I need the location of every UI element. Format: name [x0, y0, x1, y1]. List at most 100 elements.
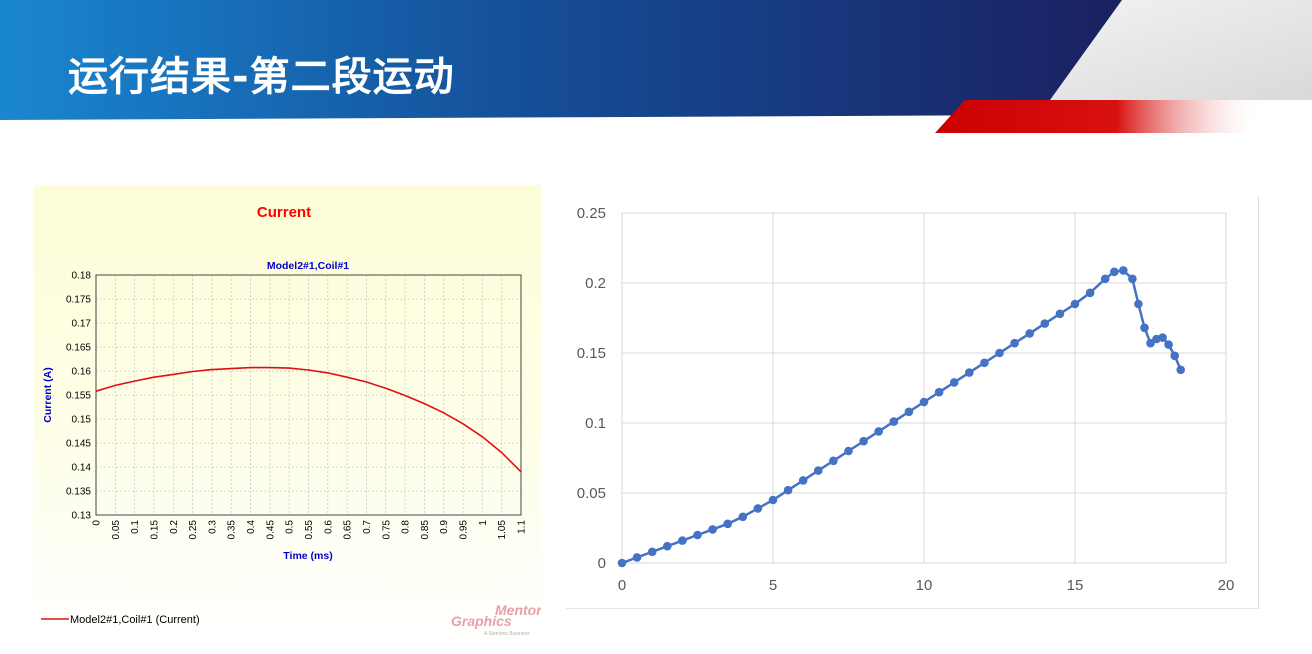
left-x-tick-label: 0.1 [130, 520, 141, 534]
left-x-tick-label: 0.25 [188, 520, 199, 540]
left-grid [95, 274, 522, 516]
left-y-tick-label: 0.135 [66, 487, 91, 498]
right-y-tick-label: 0.15 [577, 345, 606, 362]
right-data-point [1110, 267, 1119, 277]
page-title: 运行结果-第二段运动 [68, 54, 455, 100]
right-data-point [965, 368, 974, 377]
left-y-tick-label: 0.145 [66, 439, 91, 450]
right-data-point [1146, 338, 1155, 348]
left-x-tick-label: 1.1 [517, 520, 528, 534]
right-data-point [663, 541, 672, 551]
right-data-point [874, 427, 883, 436]
left-x-tick-label: 0.65 [343, 520, 354, 540]
right-series-points [617, 266, 1185, 568]
right-data-point [919, 397, 929, 407]
left-x-tick-label: 0 [92, 520, 103, 526]
right-chart-panel: 0 0.05 0.1 0.15 0.2 0.25 0 5 10 15 20 [566, 196, 1259, 609]
left-x-tick-label: 0.4 [246, 520, 257, 534]
right-data-point [693, 530, 702, 540]
right-x-tick-label: 20 [1218, 577, 1235, 594]
left-y-tick-label: 0.16 [72, 367, 92, 378]
right-x-tick-label: 0 [618, 577, 626, 594]
left-x-tick-label: 0.35 [227, 520, 238, 540]
left-x-tick-label: 0.75 [381, 520, 392, 540]
left-y-tick-label: 0.15 [72, 415, 92, 426]
right-y-tick-label: 0.25 [577, 205, 606, 222]
left-x-tick-label: 1 [478, 520, 489, 526]
left-chart-subtitle: Model2#1,Coil#1 [267, 260, 349, 272]
right-y-ticks: 0 0.05 0.1 0.15 0.2 0.25 [577, 205, 606, 572]
right-data-point [783, 485, 793, 495]
right-data-point [1085, 288, 1095, 298]
right-data-point [678, 536, 687, 545]
left-x-tick-label: 0.5 [285, 520, 296, 534]
right-data-point [1134, 299, 1143, 309]
left-x-tick-label: 0.9 [439, 520, 450, 534]
right-data-point [889, 417, 899, 426]
right-grid [621, 212, 1227, 564]
right-y-tick-label: 0.1 [585, 415, 606, 432]
right-data-point [995, 348, 1004, 358]
left-x-tick-label: 0.85 [420, 520, 431, 540]
left-y-ticks: 0.13 0.135 0.14 0.145 0.15 0.155 0.16 0.165 0.17… [66, 271, 91, 522]
right-y-tick-label: 0.05 [577, 485, 606, 502]
left-x-axis-label: Time (ms) [283, 550, 332, 562]
right-data-point [1055, 309, 1065, 319]
right-x-tick-label: 15 [1067, 577, 1084, 594]
right-data-point [617, 558, 627, 568]
right-data-point [1100, 274, 1110, 284]
left-y-tick-label: 0.155 [66, 391, 91, 402]
right-data-point [980, 358, 989, 368]
left-current-chart: Current Model2#1,Coil#1 0.130.1350.140.1… [41, 204, 541, 637]
left-x-tick-label: 0.6 [323, 520, 334, 534]
left-chart-title: Current [257, 204, 311, 221]
right-data-point [1119, 266, 1128, 275]
left-y-axis-label: Current (A) [42, 367, 54, 422]
left-x-tick-label: 1.05 [497, 520, 508, 540]
right-y-tick-label: 0.2 [585, 275, 606, 292]
right-data-point [949, 378, 959, 387]
right-data-point [1158, 333, 1167, 342]
right-data-point [844, 446, 853, 456]
left-chart-panel: Current Model2#1,Coil#1 0.13 0.135 0.14 0.1… [33, 185, 541, 640]
right-y-tick-label: 0 [598, 555, 606, 572]
svg-text:Mentor: Mentor [495, 602, 541, 618]
left-x-tick-label: 0.55 [304, 520, 315, 540]
svg-text:Graphics: Graphics [451, 613, 512, 629]
right-data-point [708, 525, 717, 534]
right-data-point [1025, 329, 1034, 338]
left-x-tick-label: 0.3 [207, 520, 218, 534]
right-data-point [904, 407, 914, 417]
right-data-point [1010, 338, 1019, 348]
left-y-tick-label: 0.165 [66, 343, 91, 354]
left-series-line [95, 366, 522, 473]
left-y-tick-label: 0.17 [72, 319, 92, 330]
right-data-point [859, 436, 868, 446]
left-y-tick-label: 0.175 [66, 295, 91, 306]
right-data-point [738, 512, 748, 522]
left-x-tick-label: 0.95 [459, 520, 470, 540]
right-data-point [1140, 323, 1149, 333]
right-data-point [829, 456, 838, 466]
legend-label: Model2#1,Coil#1 (Current) [70, 614, 200, 626]
title-banner [0, 0, 1312, 135]
right-data-point [798, 476, 808, 485]
right-data-point [1128, 274, 1137, 284]
right-x-ticks: 0 5 10 15 20 [618, 577, 1235, 594]
right-data-point [647, 547, 657, 557]
right-data-point [1040, 319, 1050, 328]
left-x-tick-label: 0.15 [149, 520, 160, 540]
right-data-point [1170, 351, 1179, 361]
left-x-ticks: 0 0.05 0.1 0.15 0.2 0.25 0.3 0.35 0.4 0.45 0.5 0.55… [92, 520, 528, 540]
right-data-point [632, 553, 642, 562]
right-data-point [723, 519, 732, 529]
right-data-point [1070, 299, 1080, 309]
right-x-tick-label: 5 [769, 577, 777, 594]
left-y-tick-label: 0.18 [72, 271, 92, 282]
left-y-tick-label: 0.14 [72, 463, 92, 474]
right-data-point [814, 466, 823, 475]
right-data-point [1176, 365, 1185, 375]
right-scatter-chart: 0 0.05 0.1 0.15 0.2 0.25 0 5 10 15 20 [577, 205, 1235, 594]
right-data-point [934, 387, 944, 397]
left-x-tick-label: 0.45 [265, 520, 276, 540]
